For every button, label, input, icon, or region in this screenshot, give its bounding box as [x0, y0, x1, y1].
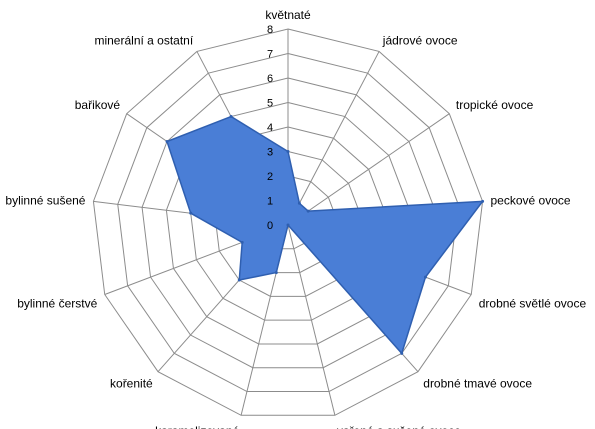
tick-label-2: 2	[267, 171, 273, 183]
data-point-4	[423, 275, 427, 279]
data-point-5	[400, 351, 404, 355]
spoke-1	[287, 51, 380, 226]
tick-label-3: 3	[267, 147, 273, 159]
tick-label-7: 7	[267, 49, 273, 61]
category-label-2: tropické ovoce	[456, 98, 534, 112]
category-label-0: květnaté	[265, 8, 311, 22]
data-point-1	[297, 201, 301, 205]
grid-ring-7	[117, 52, 459, 393]
tick-label-1: 1	[267, 196, 273, 208]
data-point-3	[481, 199, 485, 203]
category-label-4: drobné světlé ovoce	[479, 296, 587, 310]
data-point-6	[286, 223, 290, 227]
data-point-7	[274, 271, 278, 275]
data-point-2	[306, 209, 310, 213]
data-point-9	[240, 240, 244, 244]
tick-label-6: 6	[267, 73, 273, 85]
spoke-2	[287, 113, 450, 226]
series-area	[166, 115, 484, 355]
category-label-1: jádrové ovoce	[382, 33, 458, 47]
tick-label-4: 4	[267, 122, 273, 134]
data-point-12	[229, 115, 233, 119]
grid-ring-6	[141, 77, 435, 369]
category-label-3: peckové ovoce	[491, 193, 571, 207]
grid-ring-8	[92, 28, 484, 416]
data-point-0	[286, 150, 290, 153]
data-point-8	[237, 278, 241, 282]
category-label-9: bylinné čerstvé	[17, 296, 97, 310]
grid-rings	[92, 28, 484, 416]
data-point-10	[189, 211, 193, 215]
category-label-11: bařikové	[75, 98, 121, 112]
spoke-6	[287, 224, 336, 416]
data-point-11	[165, 139, 169, 143]
category-label-12: minerální a ostatní	[94, 33, 193, 47]
category-label-6: vařené a sušené ovoce	[337, 424, 461, 429]
tick-label-8: 8	[267, 24, 273, 36]
category-label-7: karamelizované	[155, 424, 239, 429]
tick-label-5: 5	[267, 98, 273, 110]
category-label-10: bylinné sušené	[5, 193, 85, 207]
category-label-5: drobné tmavé ovoce	[423, 377, 532, 391]
tick-label-0: 0	[267, 220, 273, 232]
category-label-8: kořenité	[110, 377, 153, 391]
